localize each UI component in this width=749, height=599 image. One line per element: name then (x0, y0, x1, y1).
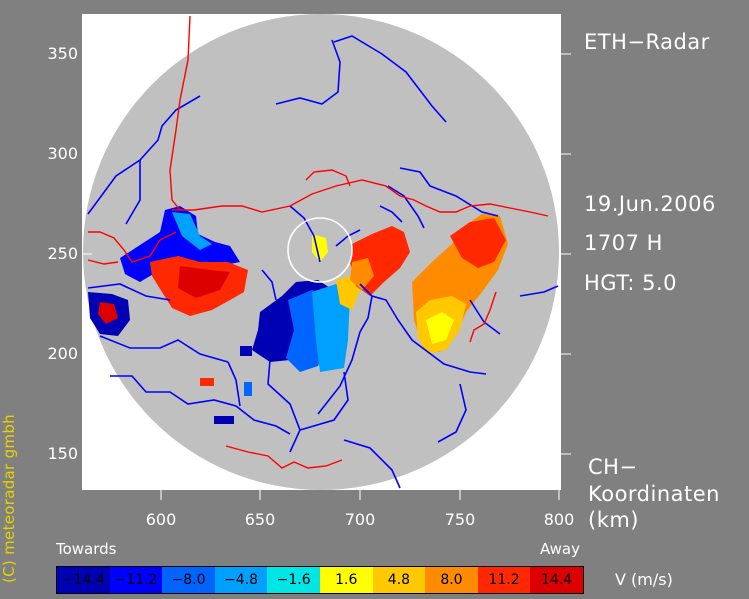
height-label: HGT: 5.0 (584, 271, 677, 295)
river (437, 383, 467, 443)
border (172, 179, 549, 217)
border (88, 231, 177, 263)
river (343, 439, 401, 489)
borders (87, 15, 549, 469)
river (227, 361, 241, 407)
river (519, 285, 559, 297)
legend-towards-label: Towards (56, 540, 117, 558)
colorbar-class: −1.6 (267, 567, 320, 593)
river (333, 35, 447, 123)
radar-site-ring (287, 217, 353, 283)
river (469, 299, 501, 335)
colorbar-class: 8.0 (425, 567, 478, 593)
echo-speck (244, 382, 252, 396)
river (289, 205, 321, 263)
colorbar-class: −8.0 (162, 567, 215, 593)
x-tick-label: 800 (543, 510, 575, 529)
rivers (87, 35, 559, 489)
river (299, 371, 349, 431)
colorbar-class: −14.4 (57, 567, 110, 593)
colorbar-class: 11.2 (477, 567, 531, 593)
echo-speck (200, 378, 214, 386)
x-tick-label: 700 (344, 510, 376, 529)
border (305, 169, 351, 187)
echo-ne-orange (350, 258, 374, 290)
echo-west-darkred (178, 266, 230, 298)
y-tick-label: 200 (47, 344, 78, 363)
colorbar-class: 14.4 (530, 567, 583, 593)
echo-near-radar (312, 234, 328, 262)
river (371, 295, 487, 375)
river (125, 160, 141, 225)
velocity-echoes (88, 206, 508, 424)
colorbar-class: −11.2 (109, 567, 163, 593)
echo-farwest-red (98, 302, 118, 324)
river (379, 205, 403, 223)
x-tick-label: 650 (244, 510, 276, 529)
border (87, 259, 119, 265)
river (87, 95, 201, 215)
coords-line1: CH− (588, 455, 638, 479)
y-tick-label: 350 (47, 44, 78, 63)
y-tick-label: 150 (47, 444, 78, 463)
copyright-credit: (C) meteoradar gmbh (0, 414, 18, 583)
colorbar-class: 4.8 (372, 567, 426, 593)
echo-west-cyan (172, 212, 212, 250)
river (87, 283, 171, 301)
border (225, 445, 343, 469)
echo-central-yellow (336, 276, 360, 310)
legend-away-label: Away (540, 540, 580, 558)
velocity-unit: V (m/s) (615, 570, 673, 589)
river (99, 335, 229, 363)
axis-ticks (82, 53, 571, 500)
river (387, 185, 425, 229)
colorbar-class: 1.6 (319, 567, 373, 593)
echo-east-red (450, 218, 506, 268)
echo-east-lightyellow (426, 312, 454, 344)
radar-title: ETH−Radar (584, 30, 710, 54)
date-label: 19.Jun.2006 (584, 192, 716, 216)
x-tick-label: 600 (145, 510, 177, 529)
colorbar-class: −4.8 (214, 567, 268, 593)
x-tick-label: 750 (444, 510, 476, 529)
echo-central-lightblue (312, 284, 350, 372)
river (275, 39, 341, 105)
coords-line2: Koordinaten (588, 482, 720, 506)
time-label: 1707 H (584, 231, 663, 255)
river (399, 167, 499, 217)
coords-line3: (km) (588, 508, 640, 532)
echo-speck (240, 346, 252, 356)
river (110, 375, 291, 435)
border (469, 291, 497, 343)
y-tick-label: 250 (47, 244, 78, 263)
border (169, 15, 191, 211)
river (261, 269, 277, 301)
y-tick-label: 300 (47, 144, 78, 163)
velocity-colorbar: −14.4 −11.2 −8.0 −4.8 −1.6 1.6 4.8 8.0 11.2 14.4 (56, 566, 584, 594)
echo-speck (214, 416, 234, 424)
river (267, 359, 301, 453)
